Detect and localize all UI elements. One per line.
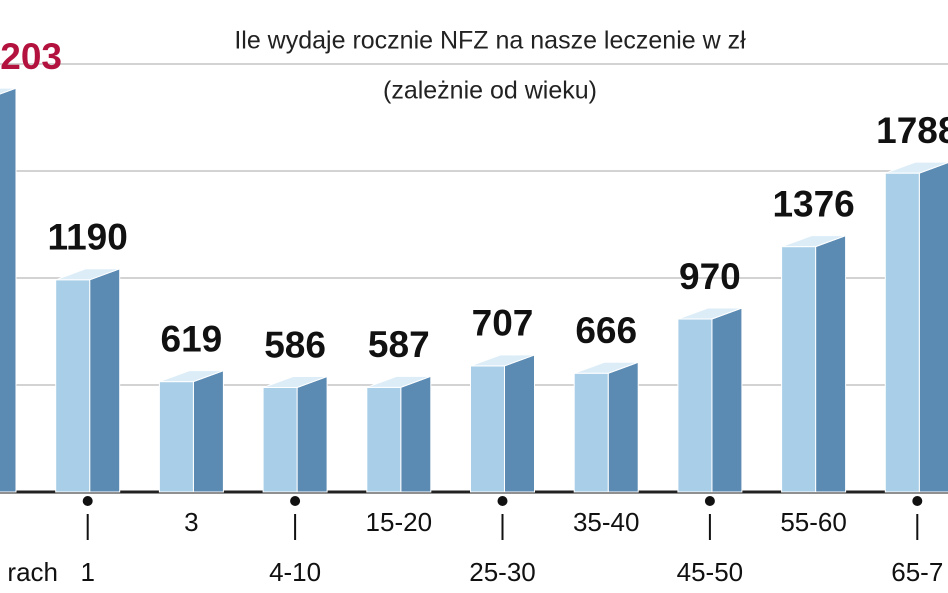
- bar-side: [400, 375, 432, 493]
- bar: [55, 279, 91, 493]
- x-tick-label: 45-50: [677, 557, 744, 587]
- value-label: 1190: [48, 217, 128, 258]
- value-label: 586: [264, 324, 326, 365]
- x-tick-label: 65-7: [891, 557, 943, 587]
- x-tick-label: 25-30: [469, 557, 536, 587]
- value-label: 587: [368, 324, 430, 365]
- bar-side: [89, 268, 121, 493]
- bar: [158, 381, 194, 493]
- bar-top: [55, 268, 120, 281]
- bar-side: [296, 375, 328, 493]
- bar-side: [504, 354, 535, 493]
- value-label: 707: [472, 303, 534, 344]
- bar: [884, 172, 920, 493]
- chart-title: Ile wydaje rocznie NFZ na nasze leczenie…: [234, 27, 746, 55]
- value-label: 1376: [772, 183, 854, 224]
- bar-top: [677, 307, 743, 320]
- bar-side: [815, 234, 847, 493]
- tick-dot: [912, 496, 923, 506]
- value-label: 619: [161, 318, 223, 359]
- value-label: 666: [575, 310, 637, 351]
- x-tick-label: 15-20: [366, 507, 433, 537]
- x-tick-label: 35-40: [573, 507, 640, 537]
- bar: [573, 372, 609, 493]
- bar: [262, 386, 298, 493]
- tick-dot: [82, 496, 93, 506]
- value-label: 2203: [0, 36, 62, 77]
- x-tick-label: 3: [184, 507, 198, 537]
- bar-top: [262, 375, 328, 388]
- x-axis-label: rach: [7, 557, 58, 587]
- x-tick-label: 4-10: [269, 557, 321, 587]
- bar-side: [0, 87, 17, 493]
- x-tick-label: 55-60: [780, 507, 847, 537]
- bar-side: [918, 162, 948, 493]
- tick-dot: [497, 496, 508, 506]
- chart-subtitle: (zależnie od wieku): [383, 77, 597, 105]
- x-tick-label: 1: [80, 557, 94, 587]
- tick-dot: [704, 496, 715, 506]
- bar-top: [159, 370, 224, 383]
- bar-top: [574, 361, 639, 374]
- bar-side: [711, 307, 743, 493]
- bar: [366, 386, 402, 493]
- value-label: 1788: [876, 110, 948, 151]
- bar-side: [607, 361, 639, 493]
- bar: [677, 318, 713, 493]
- value-label: 970: [679, 256, 741, 297]
- bar-top: [885, 161, 948, 174]
- bar-top: [366, 375, 431, 388]
- bar: [470, 365, 505, 493]
- bar-top: [470, 354, 535, 367]
- bar-side: [192, 369, 224, 493]
- bar: [781, 246, 817, 493]
- bar-top: [0, 87, 17, 95]
- bar-top: [781, 235, 846, 248]
- tick-dot: [290, 496, 301, 506]
